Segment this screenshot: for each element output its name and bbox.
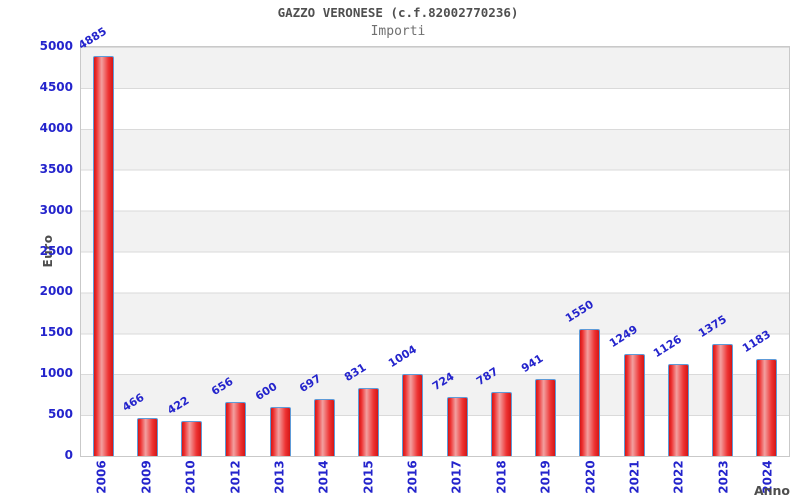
- chart-subtitle: Importi: [370, 24, 426, 39]
- y-tick-label: 3000: [39, 202, 73, 217]
- x-tick-label: 2009: [139, 460, 154, 494]
- bar-value-label: 656: [208, 375, 236, 399]
- x-tick: 2022: [657, 455, 701, 499]
- bar: [358, 388, 380, 456]
- bar: [92, 56, 114, 456]
- y-tick-label: 5000: [39, 39, 73, 53]
- bar-slot: 941: [519, 47, 568, 456]
- x-tick: 2020: [568, 455, 612, 499]
- bar-value-label: 724: [430, 369, 457, 393]
- x-tick: 2019: [524, 455, 568, 499]
- x-tick-label: 2006: [95, 460, 110, 494]
- bar-slot: 422: [165, 47, 214, 456]
- chart-title: GAZZO VERONESE (c.f.82002770236): [277, 5, 519, 20]
- y-tick-label: 0: [64, 448, 73, 462]
- y-tick-label: 1500: [39, 325, 73, 340]
- bar-value-label: 1249: [607, 322, 640, 350]
- x-tick-label: 2016: [405, 460, 420, 494]
- bar-value-label: 941: [518, 351, 545, 376]
- bar: [579, 329, 601, 456]
- bar-slot: 1004: [386, 47, 435, 456]
- bar-value-label: 787: [474, 364, 501, 388]
- bar-slot: 1375: [696, 47, 745, 456]
- bar: [269, 406, 291, 456]
- x-tick: 2006: [80, 455, 124, 499]
- bar-slot: 724: [430, 47, 479, 456]
- x-axis-label: Anno: [753, 483, 790, 498]
- bar: [712, 343, 734, 456]
- bar-value-label: 1550: [562, 297, 596, 326]
- x-tick: 2009: [124, 455, 168, 499]
- x-tick-label: 2023: [716, 460, 731, 494]
- bar: [225, 402, 247, 456]
- bar: [181, 421, 203, 456]
- bar-slot: 1249: [607, 47, 656, 456]
- bar: [667, 363, 689, 456]
- y-axis-ticks: 0 500 1000 1500 2000 2500 3000 3500 4000 4500 5000: [0, 39, 73, 462]
- bar-slot: 787: [474, 47, 523, 456]
- x-tick: 2015: [346, 455, 390, 499]
- x-tick-label: 2018: [494, 460, 509, 494]
- x-tick-label: 2020: [583, 460, 598, 494]
- x-tick: 2016: [391, 455, 435, 499]
- bar-slot: 1550: [563, 47, 612, 456]
- x-tick-label: 2010: [183, 460, 198, 494]
- bar-value-label: 1004: [385, 342, 419, 370]
- bar: [446, 396, 468, 456]
- y-tick-label: 1000: [39, 366, 73, 381]
- bar-slot: 4885: [76, 25, 125, 456]
- bar-value-label: 831: [341, 360, 368, 385]
- x-tick-label: 2015: [361, 460, 376, 494]
- bar-value-label: 1375: [695, 312, 729, 340]
- x-tick-label: 2017: [450, 460, 465, 494]
- x-tick: 2023: [701, 455, 745, 499]
- x-tick: 2013: [258, 455, 302, 499]
- bar-value-label: 1126: [651, 332, 685, 360]
- x-tick-label: 2013: [272, 460, 287, 494]
- y-tick-label: 500: [47, 407, 73, 422]
- x-tick-label: 2022: [672, 460, 687, 494]
- x-tick-label: 2019: [538, 460, 553, 494]
- y-tick-label: 2500: [39, 243, 73, 258]
- x-tick-label: 2012: [228, 460, 243, 494]
- x-tick: 2017: [435, 455, 479, 499]
- bar: [623, 353, 645, 456]
- x-tick-label: 2021: [627, 460, 642, 494]
- x-tick: 2018: [479, 455, 523, 499]
- bar: [402, 373, 424, 456]
- bar-value-label: 697: [297, 371, 324, 395]
- x-tick: 2014: [302, 455, 346, 499]
- bar-slot: 1126: [651, 47, 700, 456]
- bar-value-label: 466: [120, 390, 147, 414]
- x-tick: 2021: [613, 455, 657, 499]
- bar-slot: 600: [253, 47, 302, 456]
- bar: [756, 359, 778, 456]
- y-tick-label: 3500: [39, 161, 73, 176]
- bar-value-label: 1183: [739, 327, 773, 356]
- x-tick: 2010: [169, 455, 213, 499]
- y-tick-label: 4000: [39, 120, 73, 135]
- x-tick-label: 2014: [317, 460, 332, 494]
- bar: [535, 379, 557, 456]
- bar-value-label: 600: [253, 379, 280, 403]
- bar: [136, 417, 158, 456]
- x-axis-ticks: 2006 2009 2010 2012 2013 2014 2015 2016 2017 2018…: [80, 455, 790, 499]
- bar-slot: 697: [297, 47, 346, 456]
- x-tick: 2012: [213, 455, 257, 499]
- plot-area: 4885 466 422 656 600 697 831 1004 724 787 941 1550 1…: [76, 25, 790, 457]
- bar-slot: 831: [342, 47, 391, 456]
- y-tick-label: 2000: [39, 284, 73, 299]
- y-tick-label: 4500: [39, 79, 73, 94]
- bar-slot: 656: [209, 47, 258, 456]
- bar-slot: 466: [120, 47, 169, 456]
- bar: [490, 391, 512, 456]
- bar-slot: 1183: [740, 47, 789, 456]
- bar: [313, 399, 335, 456]
- bar-value-label: 422: [164, 394, 191, 418]
